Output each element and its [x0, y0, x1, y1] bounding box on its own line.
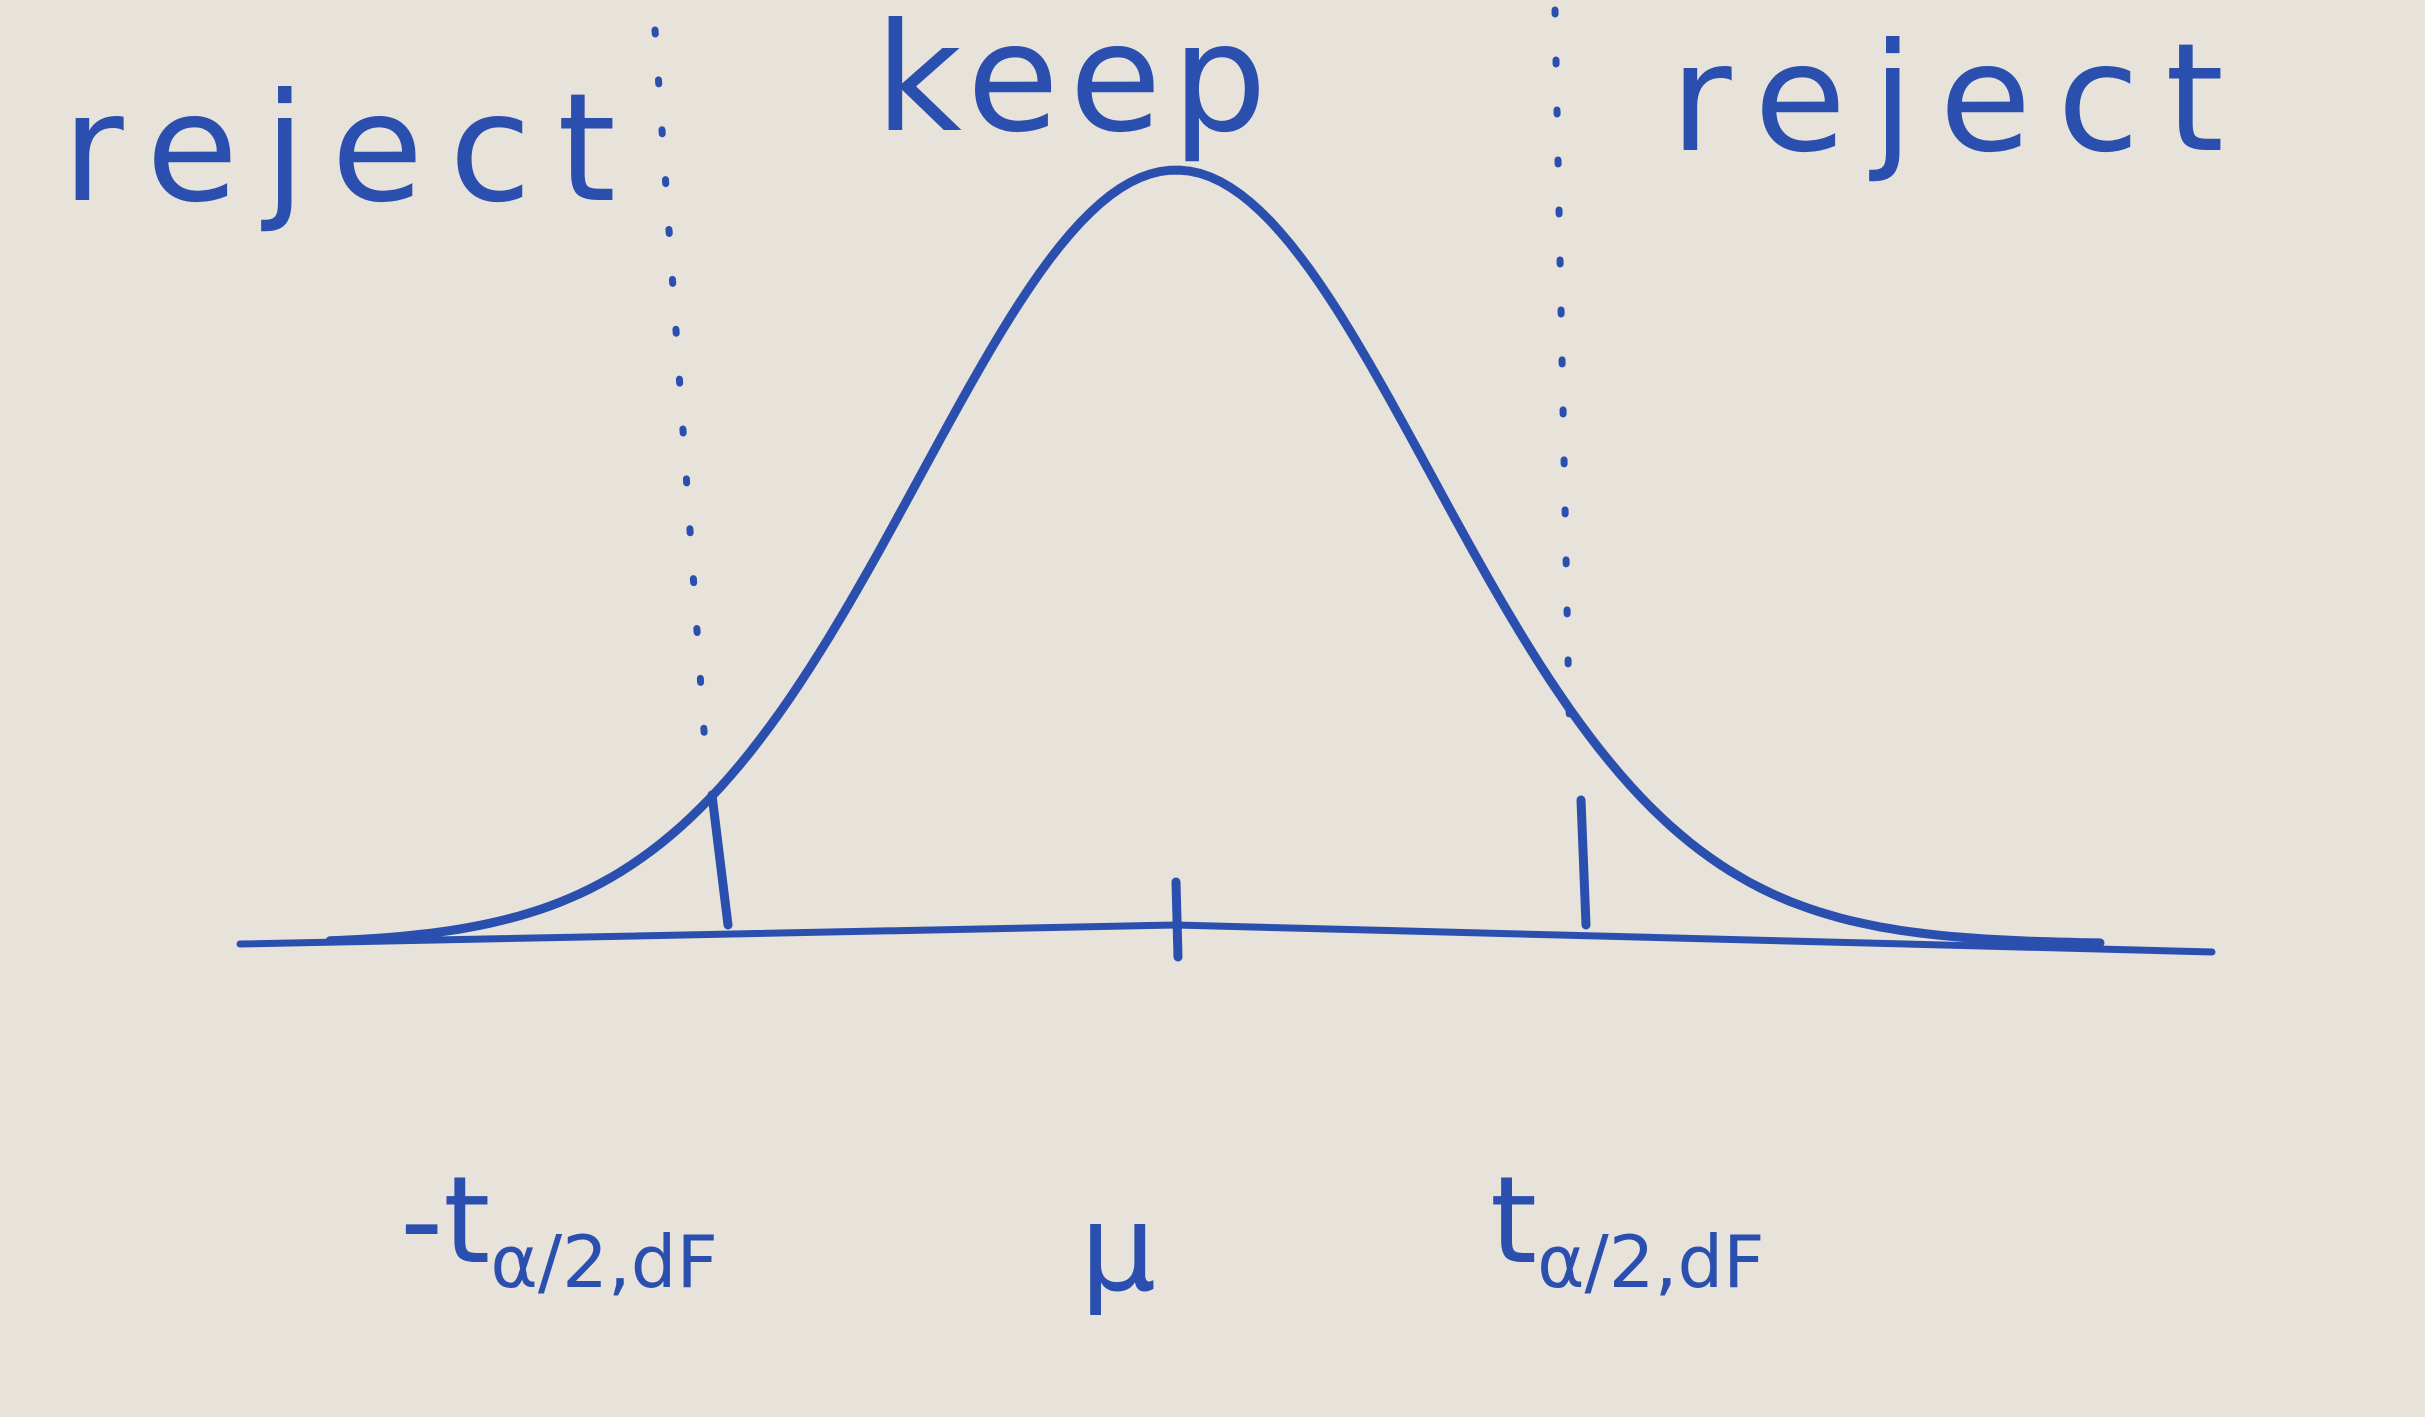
t-distribution-curve — [325, 165, 2105, 948]
axis-label: -tα/2,dF — [400, 1152, 718, 1304]
region-label: reject — [1670, 12, 2242, 186]
region-label: keep — [875, 0, 1285, 166]
axis-label-main: -t — [400, 1152, 490, 1291]
tick-center — [1171, 877, 1183, 962]
axis-label: tα/2,dF — [1490, 1152, 1765, 1304]
axis-label-subscript: α/2,dF — [1537, 1220, 1765, 1304]
axis-label-main: t — [1490, 1152, 1537, 1291]
axis-label: μ — [1080, 1180, 1156, 1319]
region-label: reject — [62, 62, 634, 236]
tick-right — [1576, 795, 1591, 930]
tick-left — [707, 790, 733, 930]
critical-boundary-left — [651, 26, 709, 749]
axis-label-subscript: α/2,dF — [490, 1220, 718, 1304]
